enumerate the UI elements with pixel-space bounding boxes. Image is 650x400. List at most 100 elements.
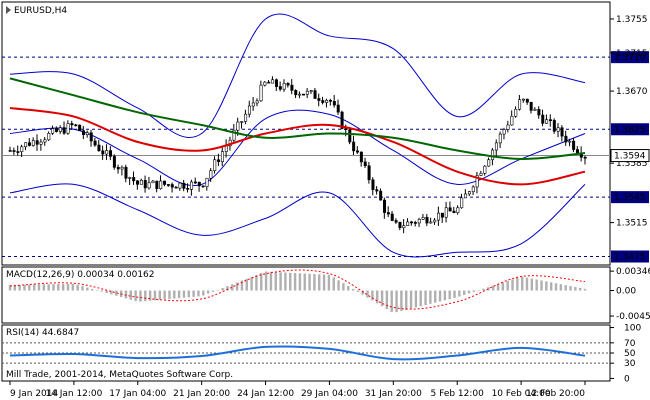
candle-body (301, 93, 305, 96)
macd-hist-bar (260, 273, 263, 291)
macd-hist-bar (448, 290, 451, 300)
candle-body (16, 151, 20, 153)
macd-hist-bar (482, 288, 485, 291)
candle-body (352, 141, 356, 152)
candle-body (139, 180, 143, 185)
macd-hist-bar (458, 290, 461, 297)
candle-body (583, 156, 587, 159)
candle-body (390, 213, 394, 221)
macd-hist-bar (496, 284, 500, 291)
macd-hist-bar (129, 290, 132, 300)
macd-hist-bar (525, 277, 529, 291)
candle-body (452, 210, 456, 214)
candle-body (290, 84, 294, 91)
macd-hist-bar (322, 274, 326, 291)
chart-menu-arrow-icon[interactable] (6, 6, 11, 14)
macd-hist-bar (81, 286, 84, 291)
candle-body (251, 102, 255, 107)
candle-body (294, 90, 298, 96)
macd-hist-bar (332, 277, 335, 291)
macd-hist-bar (429, 290, 432, 304)
macd-hist-bar (477, 290, 480, 291)
rsi-axis-label: 50 (624, 349, 636, 359)
macd-hist-bar (366, 290, 369, 298)
macd-hist-bar (95, 290, 99, 291)
macd-hist-bar (520, 276, 524, 291)
candle-body (209, 170, 213, 179)
candle-body (201, 185, 205, 188)
macd-hist-bar (453, 290, 456, 298)
macd-hist-bar (491, 285, 495, 291)
candle-body (329, 100, 333, 102)
macd-hist-bar (535, 279, 538, 291)
price-level-label: 1.3545 (614, 193, 646, 203)
candle-body (386, 212, 390, 215)
candle-body (344, 128, 348, 131)
macd-hist-bar (434, 290, 437, 303)
candle-body (487, 159, 491, 167)
candle-body (548, 119, 552, 121)
macd-hist-bar (293, 273, 297, 291)
candle-body (456, 207, 460, 214)
candle-body (170, 184, 174, 188)
candle-body (47, 133, 51, 141)
macd-hist-bar (115, 290, 118, 296)
macd-hist-bar (192, 290, 195, 297)
candle-body (502, 129, 506, 135)
macd-hist-bar (105, 290, 108, 293)
macd-hist-bar (342, 283, 345, 291)
macd-hist-bar (303, 273, 306, 291)
macd-hist-bar (540, 280, 543, 291)
candle-body (525, 98, 529, 103)
candle-body (448, 207, 452, 212)
candle-body (232, 129, 236, 141)
candle-body (193, 181, 197, 184)
macd-hist-bar (511, 279, 514, 291)
macd-axis-label: 0.00346 (616, 267, 650, 277)
macd-hist-bar (144, 290, 147, 302)
time-axis-label: 9 Jan 2014 (10, 389, 58, 399)
macd-hist-bar (158, 290, 161, 300)
candle-body (105, 150, 109, 155)
macd-hist-bar (66, 283, 70, 291)
macd-hist-bar (313, 274, 316, 291)
candle-body (433, 219, 437, 223)
candle-body (298, 93, 302, 96)
macd-panel-frame[interactable] (1, 266, 611, 324)
macd-hist-bar (221, 288, 224, 291)
macd-hist-bar (361, 290, 364, 295)
macd-hist-bar (337, 280, 340, 291)
candle-body (564, 135, 568, 143)
current-price-label: 1.3594 (614, 152, 646, 162)
main-chart-frame[interactable] (1, 1, 611, 266)
price-axis-label: 1.3515 (616, 219, 648, 229)
macd-hist-bar (71, 283, 75, 291)
candle-body (521, 98, 525, 101)
price-level-tag (611, 51, 649, 64)
macd-hist-bar (177, 290, 181, 299)
macd-hist-bar (182, 290, 186, 298)
macd-hist-bar (245, 278, 248, 291)
macd-hist-bar (231, 284, 234, 291)
macd-hist-bar (86, 287, 89, 291)
candle-body (247, 105, 251, 115)
candle-body (510, 115, 514, 126)
price-axis-label: 1.3715 (616, 49, 648, 59)
rsi-panel-title: RSI(14) 44.6847 (6, 328, 79, 338)
candle-body (494, 142, 498, 151)
candle-body (240, 121, 244, 123)
candle-body (479, 173, 483, 176)
candle-body (464, 193, 468, 199)
candle-body (55, 128, 59, 132)
candle-body (174, 186, 178, 189)
macd-hist-bar (380, 290, 384, 307)
macd-hist-bar (274, 272, 277, 291)
candle-body (132, 177, 136, 182)
macd-hist-bar (327, 274, 331, 291)
macd-hist-bar (405, 290, 408, 310)
candle-body (166, 184, 170, 186)
macd-hist-bar (187, 290, 190, 298)
candle-body (116, 167, 120, 170)
